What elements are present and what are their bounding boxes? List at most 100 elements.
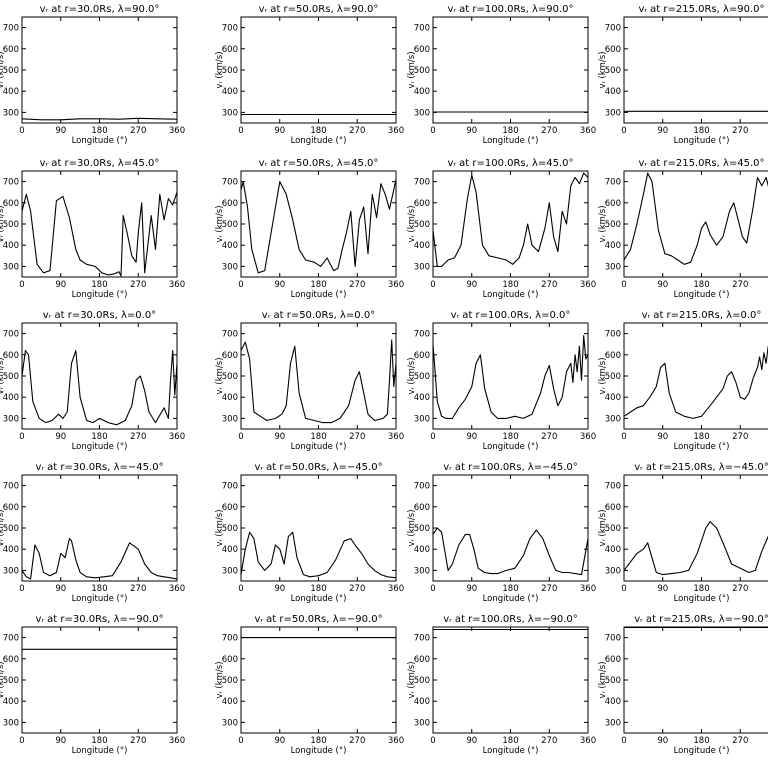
series-line: [21, 192, 178, 277]
x-tick-label: 270: [349, 736, 365, 746]
y-tick-label: 600: [414, 503, 430, 513]
x-tick-label: 90: [466, 584, 477, 594]
x-tick-label: 180: [310, 736, 326, 746]
y-tick-label: 300: [414, 718, 430, 728]
x-tick-label: 360: [169, 432, 185, 442]
plot-frame: [623, 16, 768, 124]
y-tick-label: 600: [222, 503, 238, 513]
x-tick-label: 180: [693, 432, 709, 442]
panel-title: vᵣ at r=100.0Rs, λ=45.0°: [447, 158, 573, 169]
y-tick-label: 300: [414, 414, 430, 424]
x-axis-label: Longitude (°): [483, 290, 539, 300]
y-tick-label: 700: [605, 178, 621, 188]
x-tick-label: 270: [349, 280, 365, 290]
series-line: [240, 531, 397, 579]
y-tick-label: 700: [414, 330, 430, 340]
x-tick-label: 360: [388, 126, 404, 136]
plot-frame: [432, 170, 589, 278]
y-axis-label: vᵣ (km/s): [0, 357, 6, 394]
panel-3-2: vᵣ at r=100.0Rs, λ=−45.0° 0 90 180 270 360 300…: [407, 462, 596, 604]
y-tick-label: 600: [3, 351, 19, 361]
x-tick-label: 180: [91, 126, 107, 136]
x-tick-label: 90: [657, 432, 668, 442]
y-tick-label: 400: [414, 241, 430, 251]
panel-title: vᵣ at r=50.0Rs, λ=0.0°: [262, 310, 375, 321]
y-tick-label: 300: [3, 566, 19, 576]
x-axis-label: Longitude (°): [72, 746, 128, 756]
x-tick-label: 270: [732, 432, 748, 442]
y-tick-label: 400: [3, 545, 19, 555]
series-line: [623, 345, 768, 419]
y-tick-label: 500: [605, 66, 621, 76]
plot-frame: [623, 170, 768, 278]
panel-title: vᵣ at r=215.0Rs, λ=−90.0°: [634, 614, 768, 625]
y-tick-label: 400: [3, 241, 19, 251]
y-axis-label: vᵣ (km/s): [598, 205, 608, 242]
y-tick-label: 300: [3, 108, 19, 118]
y-tick-label: 700: [222, 482, 238, 492]
y-tick-label: 700: [605, 634, 621, 644]
x-tick-label: 90: [274, 280, 285, 290]
panel-0-2: vᵣ at r=100.0Rs, λ=90.0° 0 90 180 270 360 300 4…: [407, 4, 596, 146]
x-tick-label: 180: [693, 280, 709, 290]
x-tick-label: 90: [657, 126, 668, 136]
y-tick-label: 400: [414, 393, 430, 403]
plot-frame: [432, 322, 589, 430]
y-tick-label: 500: [3, 524, 19, 534]
x-tick-label: 0: [430, 126, 435, 136]
plot-frame: [240, 16, 397, 124]
x-tick-label: 90: [466, 432, 477, 442]
panel-3-1: vᵣ at r=50.0Rs, λ=−45.0° 0 90 180 270 360 300 4…: [215, 462, 404, 604]
x-tick-label: 0: [19, 584, 24, 594]
y-tick-label: 700: [3, 634, 19, 644]
panel-1-3: vᵣ at r=215.0Rs, λ=45.0°0901802703603004…: [598, 158, 768, 300]
x-tick-label: 0: [19, 280, 24, 290]
x-tick-label: 360: [169, 584, 185, 594]
x-axis-label: Longitude (°): [674, 136, 730, 146]
y-tick-label: 500: [3, 372, 19, 382]
x-tick-label: 270: [541, 584, 557, 594]
panel-title: vᵣ at r=215.0Rs, λ=0.0°: [642, 310, 762, 321]
plot-frame: [432, 16, 589, 124]
x-tick-label: 180: [502, 280, 518, 290]
x-tick-label: 360: [580, 432, 596, 442]
x-axis-label: Longitude (°): [674, 442, 730, 452]
y-axis-label: vᵣ (km/s): [598, 357, 608, 394]
plot-frame: [21, 474, 178, 582]
panel-title: vᵣ at r=50.0Rs, λ=45.0°: [259, 158, 379, 169]
plot-frame: [21, 322, 178, 430]
y-tick-label: 600: [222, 199, 238, 209]
panel-2-3: vᵣ at r=215.0Rs, λ=0.0°09018027036030040…: [598, 310, 768, 452]
x-tick-label: 270: [732, 736, 748, 746]
y-tick-label: 500: [3, 220, 19, 230]
x-tick-label: 90: [274, 432, 285, 442]
y-tick-label: 600: [3, 655, 19, 665]
y-tick-label: 500: [605, 372, 621, 382]
x-tick-label: 360: [169, 736, 185, 746]
y-tick-label: 700: [605, 330, 621, 340]
x-tick-label: 270: [541, 736, 557, 746]
x-tick-label: 270: [349, 432, 365, 442]
y-tick-label: 600: [414, 199, 430, 209]
y-tick-label: 400: [605, 87, 621, 97]
x-tick-label: 180: [693, 736, 709, 746]
x-tick-label: 360: [169, 280, 185, 290]
y-tick-label: 400: [605, 241, 621, 251]
y-tick-label: 300: [414, 566, 430, 576]
x-axis-label: Longitude (°): [483, 746, 539, 756]
y-tick-label: 700: [3, 24, 19, 34]
x-tick-label: 90: [55, 126, 66, 136]
y-tick-label: 700: [222, 24, 238, 34]
plot-frame: [240, 170, 397, 278]
y-tick-label: 300: [605, 566, 621, 576]
y-tick-label: 500: [414, 524, 430, 534]
x-axis-label: Longitude (°): [291, 290, 347, 300]
y-tick-label: 600: [605, 199, 621, 209]
x-axis-label: Longitude (°): [674, 290, 730, 300]
panel-title: vᵣ at r=50.0Rs, λ=90.0°: [259, 4, 379, 15]
x-axis-label: Longitude (°): [291, 136, 347, 146]
y-tick-label: 400: [222, 393, 238, 403]
y-tick-label: 600: [3, 503, 19, 513]
y-tick-label: 600: [222, 351, 238, 361]
series-line: [21, 117, 178, 121]
